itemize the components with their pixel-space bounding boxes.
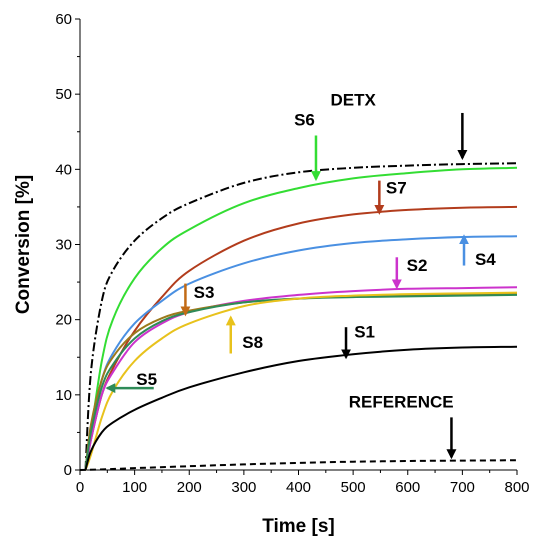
chart-series: [79, 162, 518, 471]
annotation-label-detx: DETX: [330, 90, 376, 109]
chart-annotations: DETX S6 S7 S4 S2 S3 S8 S1 S5 REFERENCE: [105, 90, 496, 460]
y-tick-label: 60: [55, 11, 72, 28]
y-axis-title: Conversion [%]: [13, 175, 34, 314]
x-tick-label: 600: [395, 479, 420, 496]
series-line-reference: [79, 459, 518, 471]
x-tick-label: 400: [286, 479, 311, 496]
x-tick-label: 0: [76, 479, 84, 496]
y-tick-label: 10: [55, 387, 72, 404]
x-tick-label: 700: [450, 479, 475, 496]
y-tick-label: 20: [55, 312, 72, 329]
y-tick-label: 0: [64, 462, 72, 479]
y-tick-label: 40: [55, 161, 72, 178]
annotation-label-s1: S1: [354, 323, 375, 342]
y-tick-label: 50: [55, 86, 72, 103]
annotation-label-s2: S2: [407, 256, 428, 275]
x-tick-label: 300: [231, 479, 256, 496]
series-line-detx: [84, 162, 518, 471]
y-tick-label: 30: [55, 237, 72, 254]
x-axis-title: Time [s]: [262, 516, 335, 537]
series-line-s6: [84, 166, 518, 471]
annotation-label-s4: S4: [475, 250, 496, 269]
series-line-s1: [84, 345, 518, 471]
annotation-label-reference: REFERENCE: [349, 393, 454, 412]
annotation-label-s3: S3: [194, 283, 215, 302]
series-line-s8: [84, 291, 518, 471]
x-tick-label: 500: [341, 479, 366, 496]
annotation-label-s7: S7: [386, 178, 407, 197]
annotation-label-s5: S5: [136, 370, 157, 389]
x-tick-label: 200: [177, 479, 202, 496]
annotation-label-s6: S6: [294, 111, 315, 130]
annotation-label-s8: S8: [242, 333, 263, 352]
x-tick-label: 800: [504, 479, 529, 496]
x-tick-label: 100: [122, 479, 147, 496]
